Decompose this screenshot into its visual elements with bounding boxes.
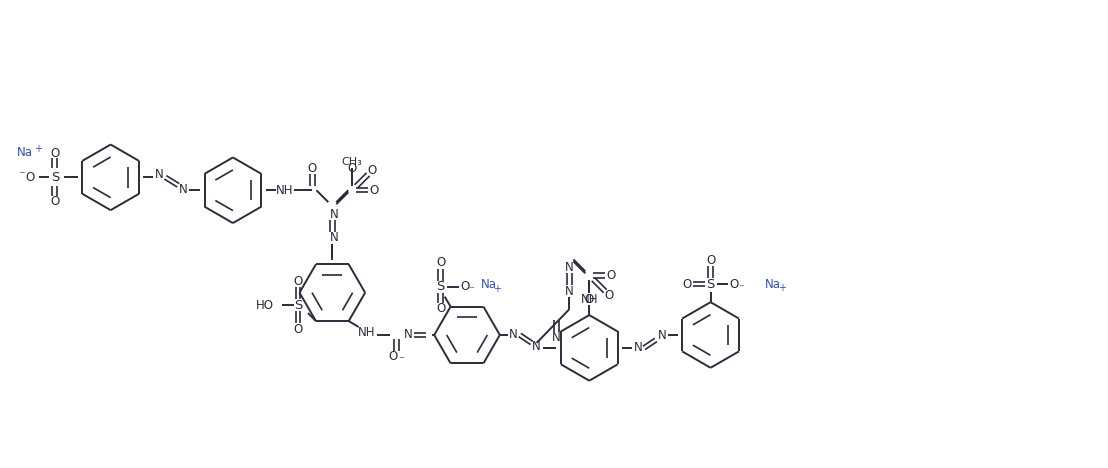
Text: ⁻: ⁻: [738, 283, 745, 293]
Text: Na: Na: [18, 146, 33, 159]
Text: O: O: [585, 292, 594, 306]
Text: ⁻: ⁻: [398, 354, 404, 367]
Text: NH: NH: [581, 292, 598, 306]
Text: O: O: [50, 147, 60, 160]
Text: S: S: [294, 299, 302, 312]
Text: O: O: [437, 302, 445, 315]
Text: O: O: [389, 351, 398, 363]
Text: Na: Na: [766, 278, 781, 291]
Text: NH: NH: [276, 184, 294, 197]
Text: O: O: [706, 254, 715, 267]
Text: S: S: [437, 280, 445, 293]
Text: O: O: [437, 256, 445, 269]
Text: O: O: [460, 280, 469, 293]
Text: O: O: [50, 195, 60, 208]
Text: O: O: [369, 184, 379, 197]
Text: N: N: [178, 183, 187, 196]
Text: S: S: [51, 171, 59, 184]
Text: N: N: [565, 285, 574, 298]
Text: +: +: [778, 283, 787, 293]
Text: O: O: [25, 171, 34, 184]
Text: S: S: [707, 278, 715, 291]
Text: O: O: [368, 164, 377, 177]
Text: O: O: [308, 162, 317, 175]
Text: N: N: [330, 232, 339, 244]
Text: N: N: [155, 168, 164, 181]
Text: O: O: [605, 289, 614, 302]
Text: ⁻: ⁻: [469, 285, 474, 296]
Text: N: N: [404, 329, 413, 342]
Text: N: N: [532, 340, 541, 353]
Text: O: O: [294, 275, 302, 288]
Text: ⁻: ⁻: [18, 169, 24, 182]
Text: N: N: [565, 261, 574, 274]
Text: N: N: [657, 329, 666, 343]
Text: O: O: [348, 162, 357, 175]
Text: N: N: [634, 341, 643, 354]
Text: O: O: [606, 269, 616, 282]
Text: +: +: [493, 284, 501, 294]
Text: O: O: [294, 322, 302, 336]
Text: +: +: [34, 144, 42, 154]
Text: O: O: [730, 278, 739, 291]
Text: CH₃: CH₃: [342, 157, 362, 168]
Text: NH: NH: [358, 327, 376, 339]
Text: N: N: [552, 331, 561, 344]
Text: HO: HO: [256, 299, 274, 312]
Text: N: N: [510, 329, 519, 342]
Text: N: N: [330, 208, 339, 220]
Text: Na: Na: [481, 278, 496, 291]
Text: O: O: [683, 278, 691, 291]
